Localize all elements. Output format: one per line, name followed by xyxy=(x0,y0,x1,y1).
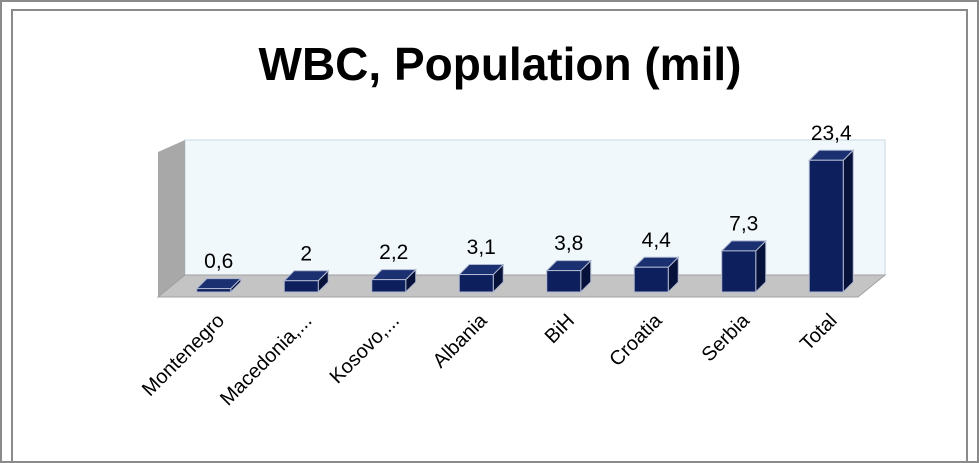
bar-face xyxy=(458,274,494,293)
bar xyxy=(545,259,592,294)
back-wall xyxy=(184,139,886,276)
data-label: 23,4 xyxy=(811,122,852,145)
bar-face xyxy=(842,149,854,294)
bar xyxy=(458,263,505,294)
data-label: 3,1 xyxy=(467,236,496,259)
bar-face xyxy=(196,288,232,293)
bar-face xyxy=(283,280,319,293)
bar xyxy=(195,277,242,294)
chart-title: WBC, Population (mil) xyxy=(259,38,742,90)
bar xyxy=(633,256,680,294)
bar-face xyxy=(808,159,844,293)
bar-face xyxy=(546,270,582,293)
bar-face xyxy=(721,250,757,293)
floor xyxy=(156,274,887,298)
data-label: 3,8 xyxy=(554,232,583,255)
bar-face xyxy=(371,279,407,293)
bar xyxy=(370,268,417,294)
bar-face xyxy=(633,266,669,293)
plot-frame xyxy=(11,9,968,463)
bar xyxy=(283,269,330,294)
data-label: 2 xyxy=(300,242,312,265)
data-label: 0,6 xyxy=(204,250,233,273)
data-label: 7,3 xyxy=(729,212,758,235)
data-label: 4,4 xyxy=(642,229,672,252)
bar xyxy=(808,149,855,294)
side-wall xyxy=(158,140,185,297)
data-label: 2,2 xyxy=(379,241,408,264)
bar xyxy=(720,239,767,294)
